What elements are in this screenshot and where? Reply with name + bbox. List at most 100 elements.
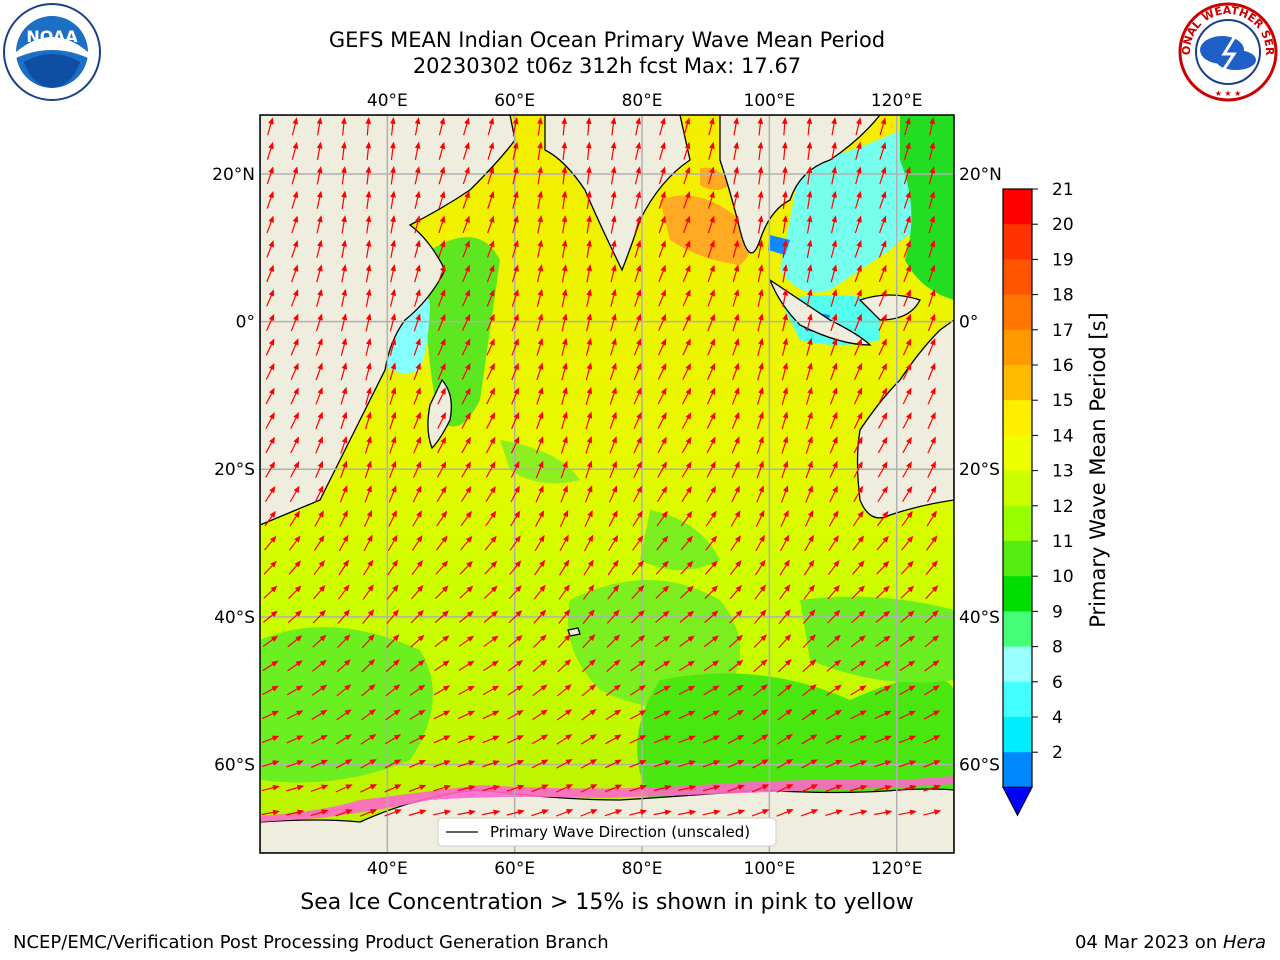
wave-arrow [413,436,421,454]
wave-arrow [361,684,376,697]
wave-arrow [680,535,693,551]
wave-arrow [433,685,451,696]
lon-tick-label: 40°E [367,91,408,111]
wave-arrow [779,559,790,576]
colorbar-tick-label: 21 [1052,180,1074,200]
wave-arrow [340,337,348,356]
wave-arrow [679,635,695,647]
wave-arrow [411,560,424,576]
wave-arrow [899,635,916,648]
wave-arrow [902,485,913,503]
wave-arrow [879,117,887,136]
wave-arrow [679,585,694,599]
wave-arrow [340,435,348,454]
wave-arrow [291,141,299,160]
wave-arrow [706,436,716,454]
wave-arrow [457,784,476,792]
wave-arrow [412,510,423,527]
wave-arrow [927,436,936,454]
lon-tick-label: 40°E [367,859,408,879]
wave-arrow [631,585,645,600]
wave-arrow [287,610,302,624]
wave-arrow [532,634,547,648]
wave-arrow [390,239,396,258]
wave-arrow [781,411,789,430]
gridlines [260,115,954,853]
wave-arrow [361,659,376,673]
wave-arrow [610,313,617,332]
wave-arrow [801,684,817,697]
wave-arrow [413,387,421,405]
wave-arrow [414,166,421,185]
wave-arrow [291,239,299,258]
wave-arrow [831,166,837,185]
wave-arrow [776,809,794,817]
wave-arrow [929,117,935,136]
wave-arrow [704,560,718,575]
wave-arrow [757,239,764,258]
wave-arrow [733,141,739,160]
wave-arrow [411,535,423,551]
wave-arrow [531,809,550,817]
wave-arrow [559,509,569,527]
wave-arrow [875,610,891,623]
wave-arrow [340,362,348,381]
colorbar-segment [1003,400,1032,436]
wave-arrow [360,759,377,769]
wave-arrow [605,684,622,697]
wave-arrow [902,338,912,356]
wave-arrow [753,659,768,673]
wave-arrow [702,760,721,768]
wave-arrow [681,436,692,454]
wave-arrow [654,635,671,648]
wave-arrow [827,584,841,600]
wave-arrow [727,709,745,720]
wave-arrow [290,387,299,405]
wave-arrow [290,338,299,356]
wave-arrow [561,264,568,283]
wave-arrow [831,190,838,209]
footer-date-text: 04 Mar 2023 on [1074,932,1223,953]
wave-arrow [537,141,543,160]
wave-arrow [359,809,378,817]
wave-arrow [460,535,473,551]
wave-arrow [341,215,347,234]
wave-arrow [310,809,329,817]
wave-arrow [560,435,568,454]
wave-arrow [408,784,427,792]
wave-arrow [708,117,715,136]
wave-arrow [705,535,718,551]
lat-tick-label: 40°S [214,608,255,628]
wave-arrow [535,460,544,479]
wave-arrow [264,535,277,551]
wave-arrow [658,166,666,185]
wave-arrow [511,387,519,405]
wave-arrow [265,338,275,356]
wave-arrow [438,240,446,258]
wave-arrow [805,411,813,430]
wave-arrow [482,735,500,744]
wave-arrow [286,685,304,696]
wave-arrow [487,166,495,185]
wave-arrow [681,412,692,429]
wave-arrow [678,685,696,696]
wave-arrow [778,609,791,624]
wave-arrow [683,191,691,209]
wave-arrow [752,684,768,697]
wave-arrow [509,535,521,551]
wave-arrow [706,387,716,405]
wave-arrow [390,190,396,209]
wave-arrow [634,289,642,307]
wave-arrow [340,386,348,405]
wave-arrow [532,684,548,697]
wave-arrow [316,215,323,234]
wave-arrow [561,215,568,234]
wave-arrow [561,386,568,405]
wave-arrow [681,486,692,502]
wave-arrow [610,166,617,185]
wave-arrow [754,584,767,600]
wave-arrow [509,560,522,575]
wave-arrow [609,411,617,430]
svg-text:★ ★ ★: ★ ★ ★ [1215,89,1242,98]
